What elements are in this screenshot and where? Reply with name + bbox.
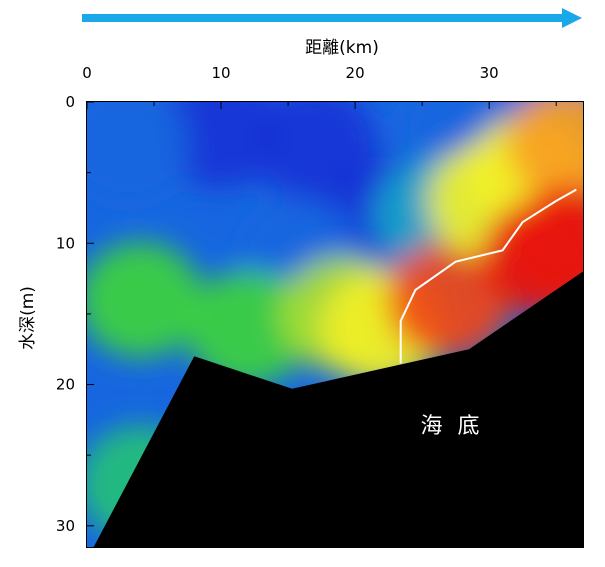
seabed-label: 海 底 [421, 414, 484, 439]
x-tick-label: 20 [346, 64, 365, 82]
field-blob-10 [185, 270, 310, 387]
direction-arrow [82, 8, 582, 28]
field-blob-3 [87, 102, 190, 203]
field-blob-13 [386, 241, 511, 358]
seabed-polygon [93, 271, 583, 547]
field-blob-8 [87, 241, 203, 358]
x-tick-label: 0 [82, 64, 92, 82]
y-tick-label: 20 [56, 376, 75, 394]
y-axis-title: 水深(m) [18, 286, 38, 350]
contour-line [399, 188, 577, 364]
plot-frame [86, 101, 584, 548]
direction-arrow-head [562, 8, 582, 28]
y-tick-label: 10 [56, 234, 75, 252]
x-tick-label: 30 [480, 64, 499, 82]
field-blob-18 [507, 185, 583, 302]
y-axis: 0 10 20 30 [56, 93, 94, 535]
y-tick-label: 30 [56, 517, 75, 535]
x-axis-title: 距離(km) [305, 38, 379, 58]
x-tick-label: 10 [212, 64, 231, 82]
field-blob-16 [507, 102, 583, 203]
x-axis: 0 10 20 30 [82, 64, 557, 109]
y-tick-label: 0 [65, 93, 75, 111]
direction-arrow-shaft [82, 14, 566, 22]
heatmap-field [87, 102, 583, 547]
field-blob-2 [159, 102, 284, 189]
